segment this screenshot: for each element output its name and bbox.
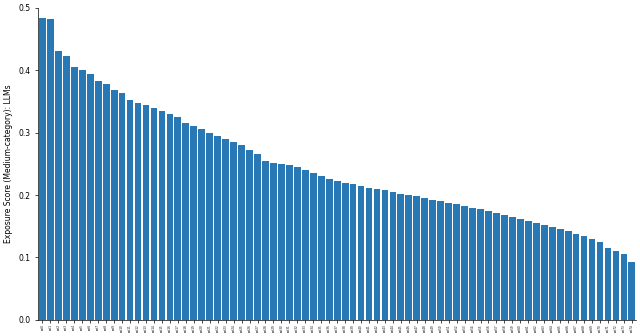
Bar [421, 198, 428, 320]
Bar [79, 70, 86, 320]
Bar [413, 196, 420, 320]
Bar [103, 84, 109, 320]
Y-axis label: Exposure Score (Medium-category): LLMs: Exposure Score (Medium-category): LLMs [4, 84, 13, 243]
Bar [557, 229, 564, 320]
Bar [134, 102, 141, 320]
Bar [262, 161, 269, 320]
Bar [621, 254, 627, 320]
Bar [445, 203, 452, 320]
Bar [198, 129, 205, 320]
Bar [119, 93, 125, 320]
Bar [334, 181, 340, 320]
Bar [605, 248, 611, 320]
Bar [206, 133, 213, 320]
Bar [230, 142, 237, 320]
Bar [501, 215, 508, 320]
Bar [166, 114, 173, 320]
Bar [55, 51, 62, 320]
Bar [302, 170, 308, 320]
Bar [342, 182, 349, 320]
Bar [437, 201, 444, 320]
Bar [310, 173, 317, 320]
Bar [47, 19, 54, 320]
Bar [150, 108, 157, 320]
Bar [477, 209, 484, 320]
Bar [589, 239, 595, 320]
Bar [406, 195, 412, 320]
Bar [127, 100, 134, 320]
Bar [453, 204, 460, 320]
Bar [278, 164, 285, 320]
Bar [222, 139, 229, 320]
Bar [628, 262, 636, 320]
Bar [182, 123, 189, 320]
Bar [397, 194, 404, 320]
Bar [541, 225, 548, 320]
Bar [349, 184, 356, 320]
Bar [365, 187, 372, 320]
Bar [549, 227, 556, 320]
Bar [381, 190, 388, 320]
Bar [270, 163, 277, 320]
Bar [485, 211, 492, 320]
Bar [175, 117, 181, 320]
Bar [564, 231, 572, 320]
Bar [493, 212, 500, 320]
Bar [374, 189, 380, 320]
Bar [469, 208, 476, 320]
Bar [143, 105, 149, 320]
Bar [63, 56, 70, 320]
Bar [509, 217, 516, 320]
Bar [246, 150, 253, 320]
Bar [612, 251, 620, 320]
Bar [358, 186, 364, 320]
Bar [39, 18, 46, 320]
Bar [390, 192, 396, 320]
Bar [95, 81, 102, 320]
Bar [111, 90, 118, 320]
Bar [326, 179, 333, 320]
Bar [159, 111, 165, 320]
Bar [580, 236, 588, 320]
Bar [461, 206, 468, 320]
Bar [596, 242, 604, 320]
Bar [573, 234, 579, 320]
Bar [254, 155, 261, 320]
Bar [71, 67, 77, 320]
Bar [429, 200, 436, 320]
Bar [318, 176, 324, 320]
Bar [238, 145, 245, 320]
Bar [214, 136, 221, 320]
Bar [533, 223, 540, 320]
Bar [517, 219, 524, 320]
Bar [286, 165, 292, 320]
Bar [87, 75, 93, 320]
Bar [294, 167, 301, 320]
Bar [525, 221, 532, 320]
Bar [191, 126, 197, 320]
